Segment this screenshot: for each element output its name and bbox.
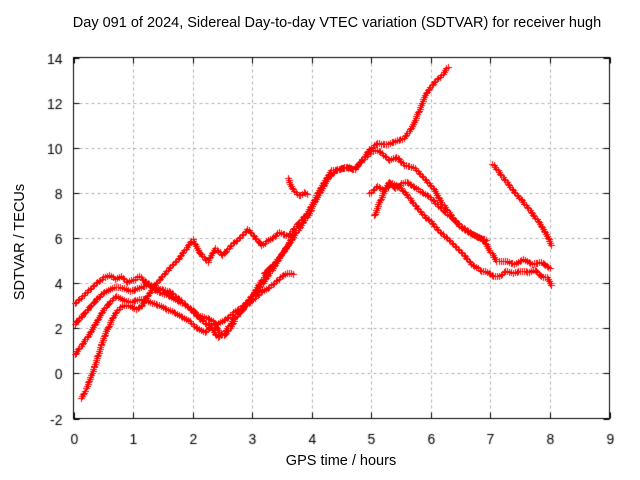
y-axis-label: SDTVAR / TECUs [12,183,28,301]
x-axis-label: GPS time / hours [285,453,397,469]
chart-title: Day 091 of 2024, Sidereal Day-to-day VTE… [72,15,602,31]
